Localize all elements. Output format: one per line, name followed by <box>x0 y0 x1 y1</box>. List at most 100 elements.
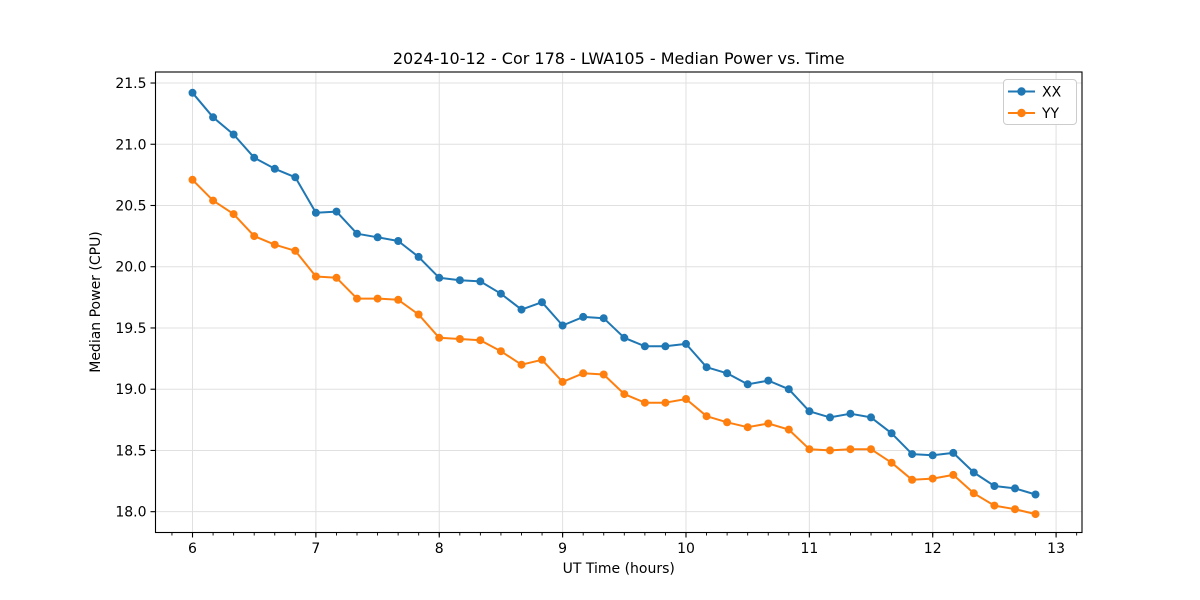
data-point-xx <box>867 413 875 422</box>
y-tick-label: 21.0 <box>115 137 146 153</box>
data-point-yy <box>682 395 690 403</box>
data-point-xx <box>969 468 978 477</box>
legend-label-xx: XX <box>1042 85 1062 101</box>
data-point-yy <box>332 273 341 282</box>
legend-marker-yy-icon <box>1017 108 1026 118</box>
data-point-xx <box>311 208 320 217</box>
data-point-yy <box>969 489 978 498</box>
data-point-yy <box>640 398 649 407</box>
data-point-xx <box>435 273 444 282</box>
data-point-yy <box>558 377 567 386</box>
data-point-yy <box>599 370 608 379</box>
data-point-yy <box>229 210 238 219</box>
data-point-xx <box>517 305 526 314</box>
data-point-yy <box>270 240 279 249</box>
y-axis-label: Median Power (CPU) <box>88 231 104 373</box>
data-point-yy <box>867 445 875 454</box>
legend-entry-xx: XX <box>1008 85 1062 101</box>
x-tick-label: 8 <box>435 541 444 557</box>
data-point-yy <box>784 425 793 434</box>
data-point-xx <box>476 277 485 286</box>
data-point-xx <box>661 342 670 351</box>
data-point-yy <box>908 475 917 484</box>
x-tick-label: 10 <box>677 541 695 557</box>
data-point-xx <box>1011 484 1019 493</box>
data-point-xx <box>764 376 773 385</box>
x-tick-label: 9 <box>558 541 567 557</box>
data-point-xx <box>291 173 300 182</box>
chart-title: 2024-10-12 - Cor 178 - LWA105 - Median P… <box>393 49 845 68</box>
data-point-yy <box>188 175 197 184</box>
data-point-yy <box>826 446 834 455</box>
data-point-xx <box>743 380 752 389</box>
data-point-yy <box>291 246 300 255</box>
data-point-xx <box>250 153 259 162</box>
x-tick-label: 13 <box>1047 541 1065 557</box>
data-point-yy <box>476 336 485 345</box>
data-point-yy <box>394 295 403 304</box>
x-tick-label: 11 <box>800 541 818 557</box>
data-point-yy <box>805 445 814 454</box>
data-point-yy <box>579 369 588 378</box>
grid-layer <box>155 72 1082 533</box>
data-point-yy <box>846 445 855 454</box>
data-point-xx <box>1031 490 1040 499</box>
series-line-xx <box>191 92 1036 496</box>
data-point-xx <box>558 321 567 330</box>
data-point-yy <box>435 333 444 342</box>
data-point-yy <box>209 196 218 205</box>
data-point-yy <box>311 272 320 281</box>
data-point-yy <box>455 335 464 343</box>
data-point-yy <box>496 347 505 356</box>
legend-entry-yy: YY <box>1008 106 1060 122</box>
data-point-xx <box>928 451 937 460</box>
tick-layer: 6 7 8 9 10 11 12 13 18.0 18.5 19.0 19.5 20.0 20.5 21.0… <box>115 76 1078 557</box>
data-point-xx <box>949 448 958 457</box>
data-point-xx <box>682 339 690 348</box>
data-point-xx <box>414 252 423 261</box>
data-point-xx <box>229 130 238 139</box>
data-point-xx <box>826 413 834 422</box>
data-point-yy <box>661 398 670 407</box>
data-point-xx <box>990 482 999 490</box>
data-point-xx <box>846 409 855 418</box>
y-tick-label: 18.0 <box>115 505 146 521</box>
data-point-xx <box>538 298 546 307</box>
legend-marker-xx-icon <box>1017 87 1026 96</box>
series-line-yy <box>191 179 1036 516</box>
data-point-xx <box>702 363 711 372</box>
data-point-yy <box>702 412 711 421</box>
series-yy <box>188 175 1040 519</box>
data-point-yy <box>764 419 773 428</box>
data-point-xx <box>188 88 197 97</box>
data-point-yy <box>538 355 546 364</box>
data-point-xx <box>599 314 608 323</box>
data-point-xx <box>496 289 505 298</box>
y-tick-label: 19.5 <box>115 321 146 337</box>
data-point-xx <box>270 164 279 173</box>
axes-frame <box>154 71 1083 534</box>
data-point-xx <box>455 276 464 285</box>
y-tick-label: 20.0 <box>115 260 146 276</box>
data-point-yy <box>990 501 999 510</box>
data-point-xx <box>373 233 382 242</box>
series-xx <box>188 88 1040 499</box>
data-point-yy <box>414 310 423 319</box>
data-point-yy <box>517 360 526 369</box>
data-point-xx <box>209 113 218 122</box>
y-tick-label: 19.0 <box>115 382 146 398</box>
data-point-yy <box>620 390 629 399</box>
data-point-yy <box>743 423 752 432</box>
data-point-yy <box>928 474 937 483</box>
data-point-xx <box>784 385 793 394</box>
data-point-xx <box>579 312 588 321</box>
x-tick-label: 6 <box>188 541 197 557</box>
series-layer <box>188 88 1040 519</box>
data-point-yy <box>250 232 259 241</box>
data-point-yy <box>1031 510 1040 519</box>
data-point-xx <box>887 429 896 438</box>
legend-label-yy: YY <box>1041 106 1060 122</box>
data-point-xx <box>908 450 917 459</box>
